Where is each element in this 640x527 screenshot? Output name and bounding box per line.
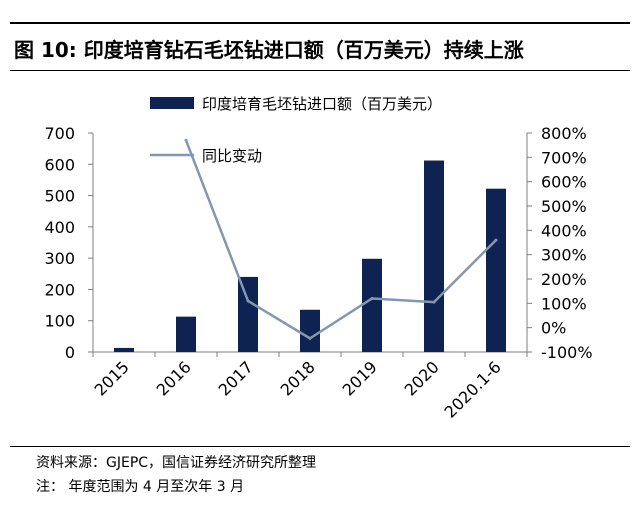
figure-title: 图 10: 印度培育钻石毛坯钻进口额（百万美元）持续上涨	[14, 38, 524, 62]
line-point	[184, 138, 188, 142]
left-tick-label: 200	[44, 280, 75, 299]
title-bottom-rule	[10, 70, 630, 71]
right-tick-label: 500%	[541, 197, 587, 216]
line-point	[246, 299, 250, 303]
left-tick-label: 400	[44, 218, 75, 237]
line-point	[308, 336, 312, 340]
bar	[362, 258, 382, 352]
right-tick-label: 300%	[541, 246, 587, 265]
x-tick-label: 2020.1-6	[441, 357, 505, 421]
x-tick-label: 2018	[277, 357, 319, 399]
bar	[300, 309, 320, 352]
footnote: 注： 年度范围为 4 月至次年 3 月	[36, 479, 245, 495]
left-tick-label: 500	[44, 187, 75, 206]
left-tick-label: 0	[65, 343, 75, 362]
title-top-rule	[10, 22, 630, 24]
legend-line-label: 同比变动	[202, 147, 262, 165]
right-tick-label: 400%	[541, 221, 587, 240]
left-tick-label: 700	[44, 124, 75, 143]
x-tick-label: 2017	[215, 357, 257, 399]
left-tick-label: 100	[44, 312, 75, 331]
x-tick-label: 2015	[91, 357, 133, 399]
line-point	[432, 300, 436, 304]
left-tick-label: 300	[44, 249, 75, 268]
bar	[486, 188, 506, 352]
line-point	[494, 238, 498, 242]
bar	[424, 160, 444, 352]
left-tick-label: 600	[44, 155, 75, 174]
right-tick-label: 800%	[541, 124, 587, 143]
right-tick-label: 0%	[541, 319, 566, 338]
legend-bar-swatch	[150, 97, 194, 109]
bar	[114, 347, 134, 352]
bar	[238, 276, 258, 352]
right-tick-label: 200%	[541, 270, 587, 289]
right-tick-label: 600%	[541, 173, 587, 192]
right-tick-label: -100%	[541, 343, 593, 362]
x-tick-label: 2016	[153, 357, 195, 399]
legend-bar-label: 印度培育毛坯钻进口额（百万美元）	[202, 95, 442, 113]
x-tick-label: 2019	[339, 357, 381, 399]
line-series	[184, 139, 497, 340]
x-tick-label: 2020	[401, 357, 443, 399]
source-note: 资料来源：GJEPC，国信证券经济研究所整理	[36, 455, 317, 471]
right-tick-label: 700%	[541, 148, 587, 167]
right-tick-label: 100%	[541, 294, 587, 313]
footer-rule	[10, 446, 630, 447]
line-point	[370, 296, 374, 300]
bar	[176, 316, 196, 352]
